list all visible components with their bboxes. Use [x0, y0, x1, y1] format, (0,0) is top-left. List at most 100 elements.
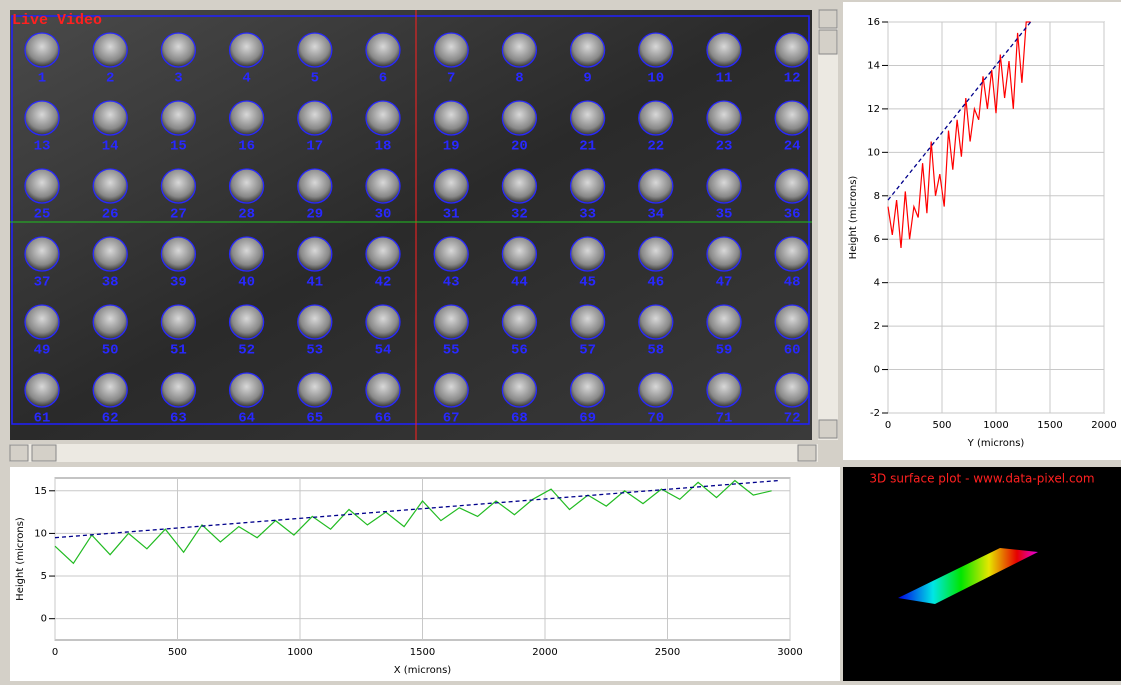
well-number: 50 — [102, 343, 119, 359]
well-number: 72 — [784, 411, 801, 427]
x-tick-label: 1500 — [410, 647, 435, 658]
well — [569, 32, 606, 68]
well-number: 47 — [716, 275, 733, 291]
well-number: 8 — [515, 71, 523, 87]
well-number: 43 — [443, 275, 460, 291]
well — [297, 372, 333, 408]
video-frame — [10, 10, 812, 440]
well-number: 49 — [34, 343, 51, 359]
well — [297, 100, 333, 136]
well-number: 11 — [716, 71, 733, 87]
well — [638, 32, 674, 68]
well-number: 16 — [238, 139, 255, 155]
well — [228, 304, 265, 340]
well-number: 41 — [306, 275, 323, 291]
well-number: 12 — [784, 71, 801, 87]
well-number: 69 — [579, 411, 596, 427]
well-number: 5 — [311, 71, 319, 87]
well — [501, 236, 538, 272]
x-tick-label: 500 — [932, 420, 951, 431]
well-number: 70 — [647, 411, 664, 427]
well-number: 2 — [106, 71, 114, 87]
well — [365, 372, 401, 408]
well — [160, 100, 197, 136]
well — [774, 236, 810, 272]
well — [365, 236, 401, 272]
h-scroll-thumb[interactable] — [31, 444, 57, 462]
x-axis-label: X (microns) — [394, 665, 452, 676]
well-number: 28 — [238, 207, 255, 223]
h-scrollbar[interactable] — [10, 444, 818, 462]
scroll-up[interactable] — [818, 9, 838, 29]
well-number: 38 — [102, 275, 119, 291]
scroll-left[interactable] — [9, 444, 29, 462]
y-tick-label: 10 — [34, 528, 47, 539]
v-scroll-thumb[interactable] — [818, 29, 838, 55]
well-number: 9 — [583, 71, 591, 87]
well — [92, 372, 128, 408]
well-number: 53 — [306, 343, 323, 359]
well — [774, 304, 810, 340]
well — [24, 32, 60, 68]
well — [365, 168, 401, 204]
v-scrollbar[interactable] — [818, 10, 838, 440]
well — [228, 236, 265, 272]
well — [501, 32, 538, 68]
well — [24, 304, 60, 340]
well — [228, 32, 265, 68]
well — [706, 236, 742, 272]
well — [160, 372, 197, 408]
y-tick-label: 6 — [874, 234, 880, 245]
well — [774, 168, 810, 204]
y-tick-label: 2 — [874, 321, 880, 332]
well — [706, 32, 742, 68]
well-number: 1 — [38, 71, 46, 87]
well-number: 31 — [443, 207, 460, 223]
y-tick-label: 12 — [867, 104, 880, 115]
well — [92, 304, 128, 340]
well — [501, 304, 538, 340]
well — [297, 236, 333, 272]
well — [638, 304, 674, 340]
x-tick-label: 1000 — [983, 420, 1008, 431]
well — [569, 100, 606, 136]
scroll-right[interactable] — [797, 444, 817, 462]
well — [365, 304, 401, 340]
well — [706, 100, 742, 136]
well — [638, 100, 674, 136]
well — [774, 32, 810, 68]
scroll-down[interactable] — [818, 419, 838, 439]
well — [228, 372, 265, 408]
well — [160, 168, 197, 204]
well — [433, 304, 469, 340]
well-number: 35 — [716, 207, 733, 223]
well — [24, 236, 60, 272]
well — [569, 236, 606, 272]
well-number: 14 — [102, 139, 119, 155]
y-tick-label: 16 — [867, 17, 880, 28]
well-number: 51 — [170, 343, 187, 359]
well-number: 52 — [238, 343, 255, 359]
well-number: 10 — [647, 71, 664, 87]
well-number: 34 — [647, 207, 664, 223]
y-tick-label: 15 — [34, 486, 47, 497]
well — [160, 236, 197, 272]
x-tick-label: 2000 — [532, 647, 557, 658]
well-number: 24 — [784, 139, 801, 155]
well-number: 71 — [716, 411, 733, 427]
well-number: 57 — [579, 343, 596, 359]
well-number: 66 — [375, 411, 392, 427]
well-number: 4 — [242, 71, 250, 87]
well — [501, 168, 538, 204]
well — [501, 372, 538, 408]
well-number: 21 — [579, 139, 596, 155]
well-number: 45 — [579, 275, 596, 291]
x-tick-label: 0 — [885, 420, 891, 431]
well — [92, 32, 128, 68]
well — [433, 236, 469, 272]
well — [92, 100, 128, 136]
well — [24, 100, 60, 136]
well-number: 59 — [716, 343, 733, 359]
